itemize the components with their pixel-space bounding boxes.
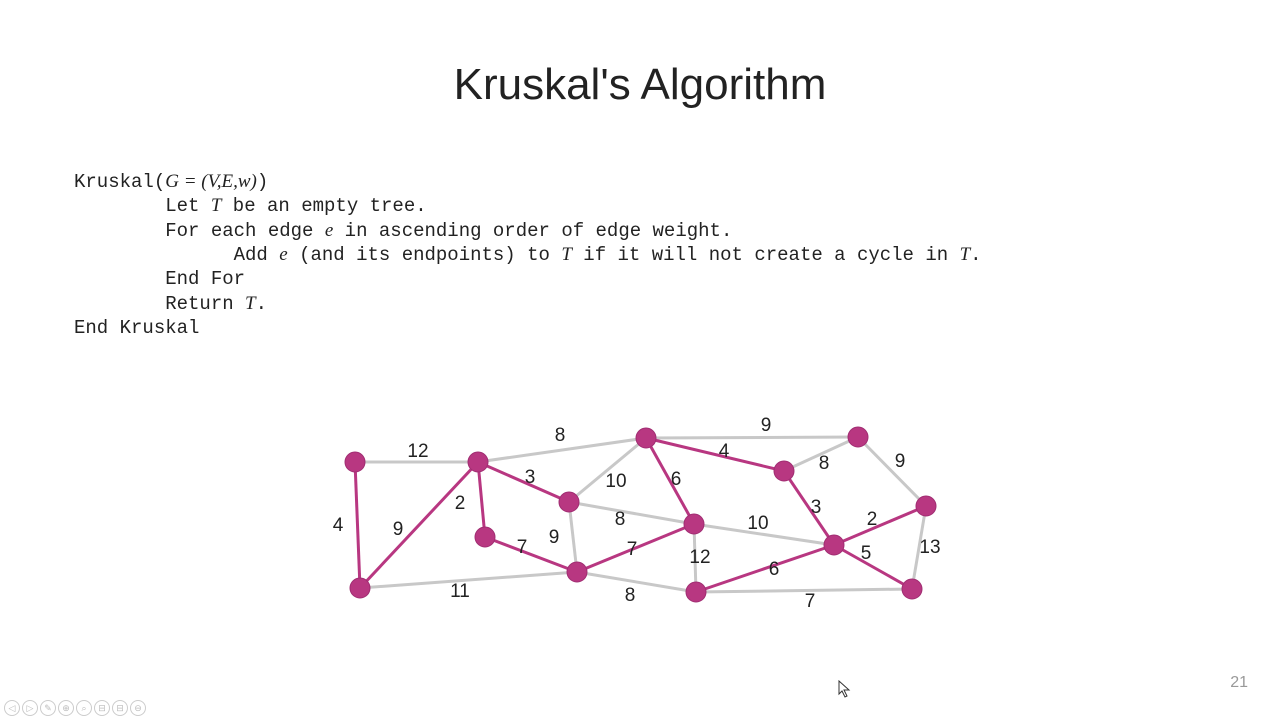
pcode-l7: End Kruskal [74, 316, 982, 340]
graph-node [567, 562, 587, 582]
graph-node [686, 582, 706, 602]
edge-weight-label: 2 [867, 509, 878, 531]
graph-edge [485, 537, 577, 572]
toolbar-button-7[interactable]: ⊖ [130, 700, 146, 716]
toolbar-button-3[interactable]: ⊕ [58, 700, 74, 716]
graph-node [475, 527, 495, 547]
toolbar-button-4[interactable]: ⌕ [76, 700, 92, 716]
edge-weight-label: 4 [719, 441, 730, 463]
graph-node [774, 461, 794, 481]
toolbar-button-0[interactable]: ◁ [4, 700, 20, 716]
graph-node [468, 452, 488, 472]
presentation-toolbar[interactable]: ◁▷✎⊕⌕⊟⊟⊖ [4, 700, 146, 716]
edge-weight-label: 9 [761, 415, 772, 437]
edge-weight-label: 8 [819, 453, 830, 475]
toolbar-button-1[interactable]: ▷ [22, 700, 38, 716]
graph-node [350, 578, 370, 598]
edge-weight-label: 9 [895, 451, 906, 473]
graph-node [636, 428, 656, 448]
edge-weight-label: 10 [605, 471, 626, 493]
edge-weight-label: 2 [455, 493, 466, 515]
mouse-cursor [838, 680, 852, 703]
toolbar-button-2[interactable]: ✎ [40, 700, 56, 716]
edge-weight-label: 10 [747, 513, 768, 535]
pcode-l6: Return T. [74, 292, 982, 316]
edge-weight-label: 12 [689, 547, 710, 569]
edge-weight-label: 5 [861, 543, 872, 565]
page-number: 21 [1230, 674, 1248, 692]
pcode-l1: Kruskal(G = (V,E,w)) [74, 170, 982, 194]
edge-weight-label: 13 [919, 537, 940, 559]
graph-edge [355, 462, 360, 588]
graph-edge [696, 545, 834, 592]
graph-edge [569, 502, 694, 524]
edge-weight-label: 9 [393, 519, 404, 541]
graph-edge [478, 462, 485, 537]
edge-weight-label: 8 [625, 585, 636, 607]
graph-edge [834, 545, 912, 589]
graph-node [916, 496, 936, 516]
edge-weight-label: 6 [671, 469, 682, 491]
graph-node [824, 535, 844, 555]
edge-weight-label: 3 [811, 497, 822, 519]
edge-weight-label: 12 [407, 441, 428, 463]
graph-node [684, 514, 704, 534]
edge-weight-label: 8 [615, 509, 626, 531]
graph-edge [858, 437, 926, 506]
edge-weight-label: 4 [333, 515, 344, 537]
toolbar-button-6[interactable]: ⊟ [112, 700, 128, 716]
graph-edge [569, 502, 577, 572]
edge-weight-label: 11 [450, 581, 470, 603]
pseudocode-block: Kruskal(G = (V,E,w)) Let T be an empty t… [74, 170, 982, 340]
toolbar-button-5[interactable]: ⊟ [94, 700, 110, 716]
graph-edge [646, 437, 858, 438]
graph-node [559, 492, 579, 512]
graph-edge [646, 438, 784, 471]
graph-edge [577, 572, 696, 592]
graph-edge [834, 506, 926, 545]
graph-node [848, 427, 868, 447]
graph-node [345, 452, 365, 472]
edge-weight-label: 7 [805, 591, 816, 613]
edge-weight-label: 3 [525, 467, 536, 489]
graph-edge [784, 471, 834, 545]
edge-weight-label: 7 [627, 539, 638, 561]
edge-weight-label: 8 [555, 425, 566, 447]
edge-weight-label: 9 [549, 527, 560, 549]
graph-diagram: 12899492310648321351089771267118 [330, 420, 950, 620]
graph-edge [478, 462, 569, 502]
graph-node [902, 579, 922, 599]
graph-edge [360, 462, 478, 588]
pcode-l4: Add e (and its endpoints) to T if it wil… [74, 243, 982, 267]
edge-weight-label: 6 [769, 559, 780, 581]
pcode-l5: End For [74, 267, 982, 291]
edge-weight-label: 7 [517, 537, 528, 559]
pcode-l3: For each edge e in ascending order of ed… [74, 219, 982, 243]
pcode-l2: Let T be an empty tree. [74, 194, 982, 218]
slide-title: Kruskal's Algorithm [0, 60, 1280, 110]
